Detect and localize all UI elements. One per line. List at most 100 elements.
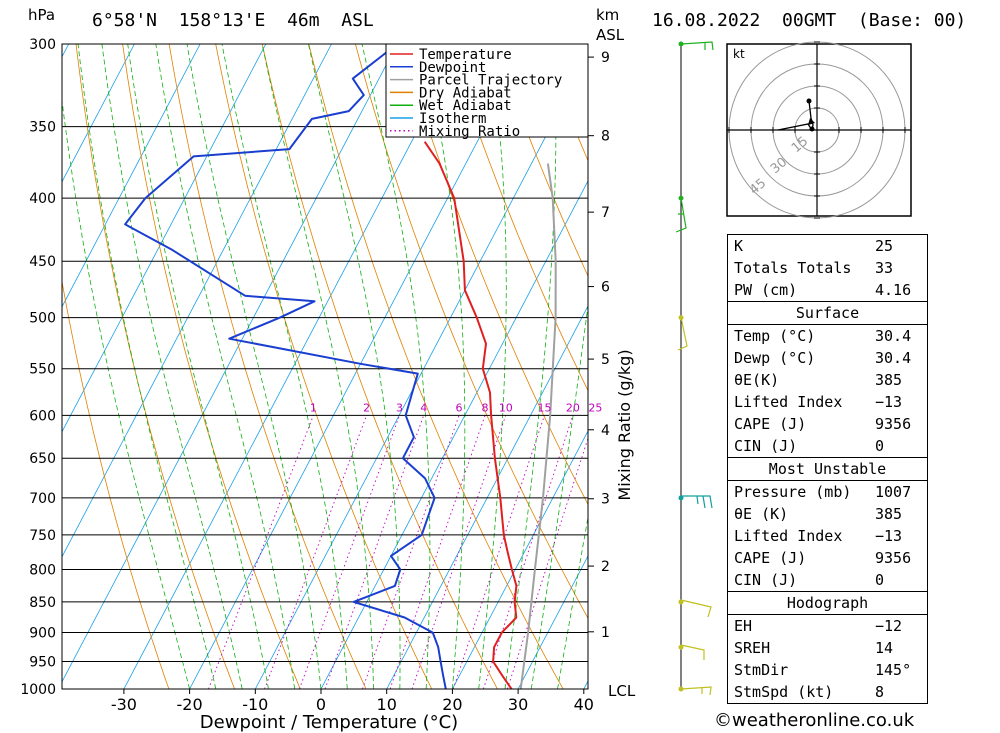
lcl-label: LCL — [608, 682, 636, 700]
x-tick-label: -30 — [111, 695, 137, 714]
wind-barb — [681, 495, 713, 509]
legend-label: Isotherm — [419, 111, 486, 127]
index-label: θE (K) — [734, 505, 789, 523]
parcel-trajectory-line — [519, 163, 557, 689]
index-row: θE (K) 385 — [728, 503, 927, 525]
km-tick-label: 2 — [601, 559, 610, 575]
km-tick-label: 3 — [601, 492, 610, 508]
x-tick-label: 40 — [574, 695, 594, 714]
dry-adiabat-line — [75, 44, 235, 689]
km-tick-label: 4 — [601, 423, 610, 439]
hodo-title: Hodograph — [728, 592, 927, 615]
x-tick-label: -10 — [242, 695, 268, 714]
km-tick-label: 8 — [601, 129, 610, 145]
index-row: Lifted Index −13 — [728, 525, 927, 547]
wet-adiabat-line — [186, 44, 322, 689]
legend-label: Dry Adiabat — [419, 85, 512, 101]
mixing-ratio-line — [324, 415, 425, 689]
index-label: Lifted Index — [734, 527, 843, 545]
pressure-isobars — [62, 43, 588, 690]
index-value: 0 — [875, 571, 885, 589]
pressure-label: 600 — [29, 408, 56, 424]
km-tick-label: 7 — [601, 205, 610, 221]
isotherm-line — [62, 44, 398, 683]
pressure-label: 550 — [29, 362, 56, 378]
x-tick-label: 0 — [316, 695, 326, 714]
index-value: 1007 — [875, 483, 912, 501]
index-value: 8 — [875, 683, 885, 701]
index-label: Lifted Index — [734, 393, 843, 411]
wind-barb — [680, 644, 705, 660]
wet-adiabat-line — [422, 44, 466, 689]
index-value: 33 — [875, 259, 894, 277]
pressure-label: 300 — [29, 37, 56, 53]
index-value: 0 — [875, 437, 885, 455]
x-tick-label: 10 — [377, 695, 397, 714]
index-value: 9356 — [875, 415, 912, 433]
legend-label: Wet Adiabat — [419, 98, 512, 114]
x-tick-label: -20 — [177, 695, 203, 714]
mixing-ratio-label: 20 — [566, 401, 580, 414]
pressure-label: 850 — [29, 595, 56, 611]
hodograph-point — [809, 126, 815, 132]
indices-table: K 25 Totals Totals 33 PW (cm) 4.16 Surface Te… — [727, 234, 928, 704]
legend-label: Dewpoint — [419, 60, 486, 76]
dewpoint-line — [124, 44, 447, 689]
index-row: CAPE (J) 9356 — [728, 547, 927, 569]
mixing-ratio-label: 2 — [363, 401, 370, 414]
dry-adiabat-line — [308, 44, 564, 689]
isotherm-line — [62, 44, 135, 183]
isotherm-line — [189, 44, 529, 689]
index-row: Totals Totals 33 — [728, 257, 927, 279]
index-label: EH — [734, 617, 753, 635]
index-label: Temp (°C) — [734, 327, 816, 345]
isotherm-line — [62, 44, 201, 308]
index-value: 25 — [875, 237, 894, 255]
pressure-label: 650 — [29, 451, 56, 467]
mixing-ratio-label: 3 — [396, 401, 403, 414]
dry-adiabat-line — [494, 44, 588, 277]
pressure-label: 950 — [29, 655, 56, 671]
km-tick-label: 5 — [601, 352, 610, 368]
isotherm-line — [0, 44, 3, 689]
pressure-label: 350 — [29, 120, 56, 136]
index-value: 9356 — [875, 549, 912, 567]
dry-adiabat-line — [961, 44, 1000, 689]
index-row: Lifted Index −13 — [728, 391, 927, 413]
wet-adiabat-line — [308, 44, 401, 689]
mixing-ratio-label: 6 — [456, 401, 463, 414]
dry-adiabat-line — [448, 44, 588, 392]
index-value: −12 — [875, 617, 903, 635]
index-value: 4.16 — [875, 281, 912, 299]
legend-label: Mixing Ratio — [419, 124, 520, 140]
index-label: Totals Totals — [734, 259, 852, 277]
mixing-ratio-line — [389, 415, 486, 689]
index-label: Pressure (mb) — [734, 483, 852, 501]
index-row: EH −12 — [728, 615, 927, 637]
pressure-label: 750 — [29, 528, 56, 544]
mixing-ratio-label: 4 — [420, 401, 427, 414]
index-label: θE(K) — [734, 371, 780, 389]
index-row: CIN (J) 0 — [728, 435, 927, 457]
pressure-label: 450 — [29, 254, 56, 270]
dry-adiabat-line — [168, 44, 367, 689]
isotherm-line — [452, 430, 588, 689]
isotherm-line — [254, 55, 588, 689]
index-row: θE(K) 385 — [728, 369, 927, 391]
isotherm-line — [123, 44, 464, 689]
hodograph-arrow — [808, 118, 815, 125]
mixing-ratio-line — [264, 415, 367, 689]
legend-label: Temperature — [419, 47, 512, 63]
copyright[interactable]: ©weatheronline.co.uk — [714, 710, 915, 731]
hodograph-unit: kt — [733, 47, 745, 61]
wet-adiabat-line — [127, 44, 269, 689]
pressure-label: 700 — [29, 491, 56, 507]
wind-barb-dot — [678, 195, 684, 201]
km-label: km — [596, 6, 620, 24]
mixing-ratio-line — [411, 415, 507, 689]
index-value: 14 — [875, 639, 894, 657]
isotherm-line — [517, 555, 588, 689]
hodograph-point — [806, 98, 812, 104]
